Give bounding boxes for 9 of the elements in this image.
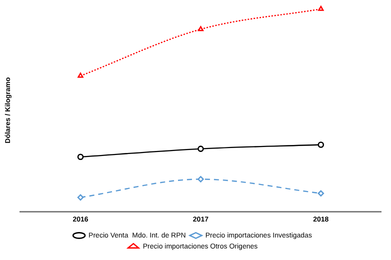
point xyxy=(198,26,204,32)
point xyxy=(78,72,84,78)
point xyxy=(77,154,84,160)
point xyxy=(318,142,324,148)
point xyxy=(318,6,324,11)
point xyxy=(198,176,204,182)
point xyxy=(77,194,84,201)
point xyxy=(198,146,204,152)
point xyxy=(318,190,324,197)
